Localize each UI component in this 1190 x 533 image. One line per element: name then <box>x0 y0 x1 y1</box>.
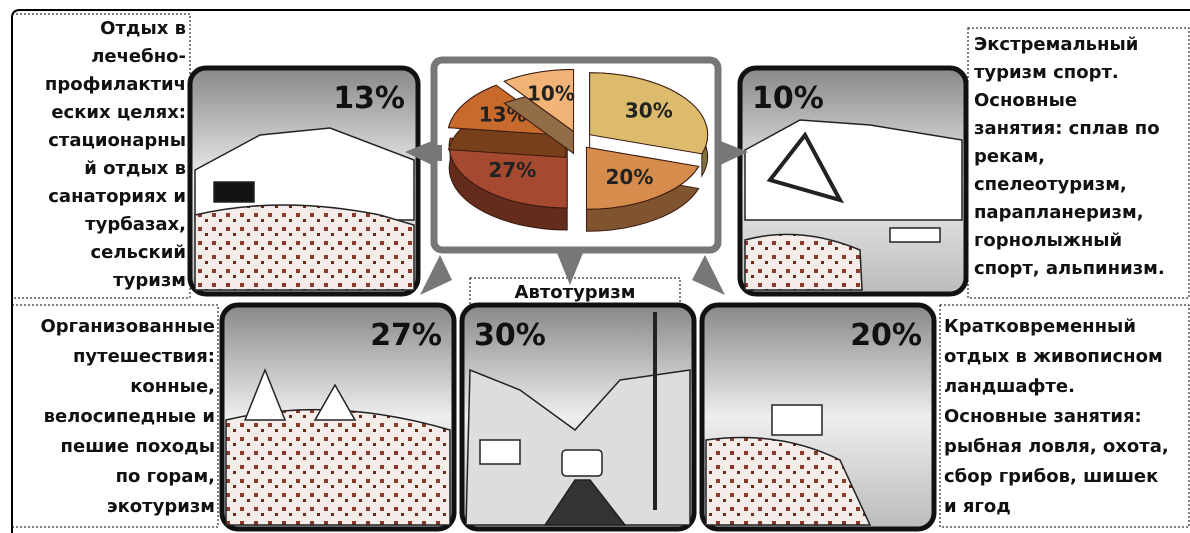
description-line: рыбная ловля, охота, <box>944 436 1169 457</box>
description-line: сельский <box>90 242 186 263</box>
description-line: Экстремальный <box>974 34 1138 55</box>
description-line: еских целях: <box>51 102 186 123</box>
arrows <box>405 140 748 295</box>
description-line: спелеотуризм, <box>974 174 1127 195</box>
panel-percent: 27% <box>370 318 442 353</box>
description-line: путешествия: <box>73 346 215 367</box>
slice-label: 30% <box>625 99 673 123</box>
slice-label: 10% <box>527 81 575 105</box>
description-line: пешие походы <box>61 436 215 457</box>
description-line: Основные <box>974 90 1077 111</box>
description-line: занятия: сплав по <box>974 118 1160 139</box>
panel-percent: 10% <box>752 81 824 116</box>
description-line: и ягод <box>944 496 1011 517</box>
description-line: ландшафте. <box>944 376 1075 397</box>
pie-slice <box>503 68 575 155</box>
description-line: профилактич <box>45 74 186 95</box>
description-line: по горам, <box>116 466 215 487</box>
description-line: Отдых в <box>100 18 186 39</box>
description-line: рекам, <box>974 146 1045 167</box>
dashed-boxes <box>11 13 1190 528</box>
description-line: лечебно- <box>91 46 186 67</box>
description-line: отдых в живописном <box>944 346 1163 367</box>
description-line: Организованные <box>40 316 215 337</box>
pie-slice <box>589 72 709 178</box>
pie-slice <box>585 146 700 232</box>
description-line: туризм <box>113 270 186 291</box>
description-line: Основные занятия: <box>944 406 1142 427</box>
slice-top <box>589 72 709 155</box>
description-line: туризм спорт. <box>974 62 1119 83</box>
description-line: санаториях и <box>48 186 186 207</box>
description-line: стационарны <box>48 130 186 151</box>
descriptions: Отдых в лечебно-профилактич еских целях: ст… <box>40 18 1168 517</box>
description-line: конные, <box>130 376 215 397</box>
description-line: горнолыжный <box>974 230 1122 251</box>
description-line: турбазах, <box>85 214 186 235</box>
description-line: спорт, альпинизм. <box>974 258 1165 279</box>
description-line: й отдых в <box>84 158 186 179</box>
slice-label: 20% <box>606 165 654 189</box>
description-line: экотуризм <box>107 496 215 517</box>
slice-label: 27% <box>488 158 536 182</box>
description-line: сбор грибов, шишек <box>944 466 1158 487</box>
scenery <box>194 119 963 526</box>
description-line: велосипедные и <box>44 406 215 427</box>
panel-percent: 20% <box>850 318 922 353</box>
panel-caption: Автотуризм <box>515 282 636 303</box>
description-line: парапланеризм, <box>974 202 1144 223</box>
panel-percent: 13% <box>333 81 405 116</box>
panel-percent: 30% <box>474 318 546 353</box>
slice-top <box>585 146 700 210</box>
slice-top <box>503 68 575 133</box>
description-line: Кратковременный <box>944 316 1136 337</box>
pie: 30%20%27%13%10% <box>447 68 709 232</box>
